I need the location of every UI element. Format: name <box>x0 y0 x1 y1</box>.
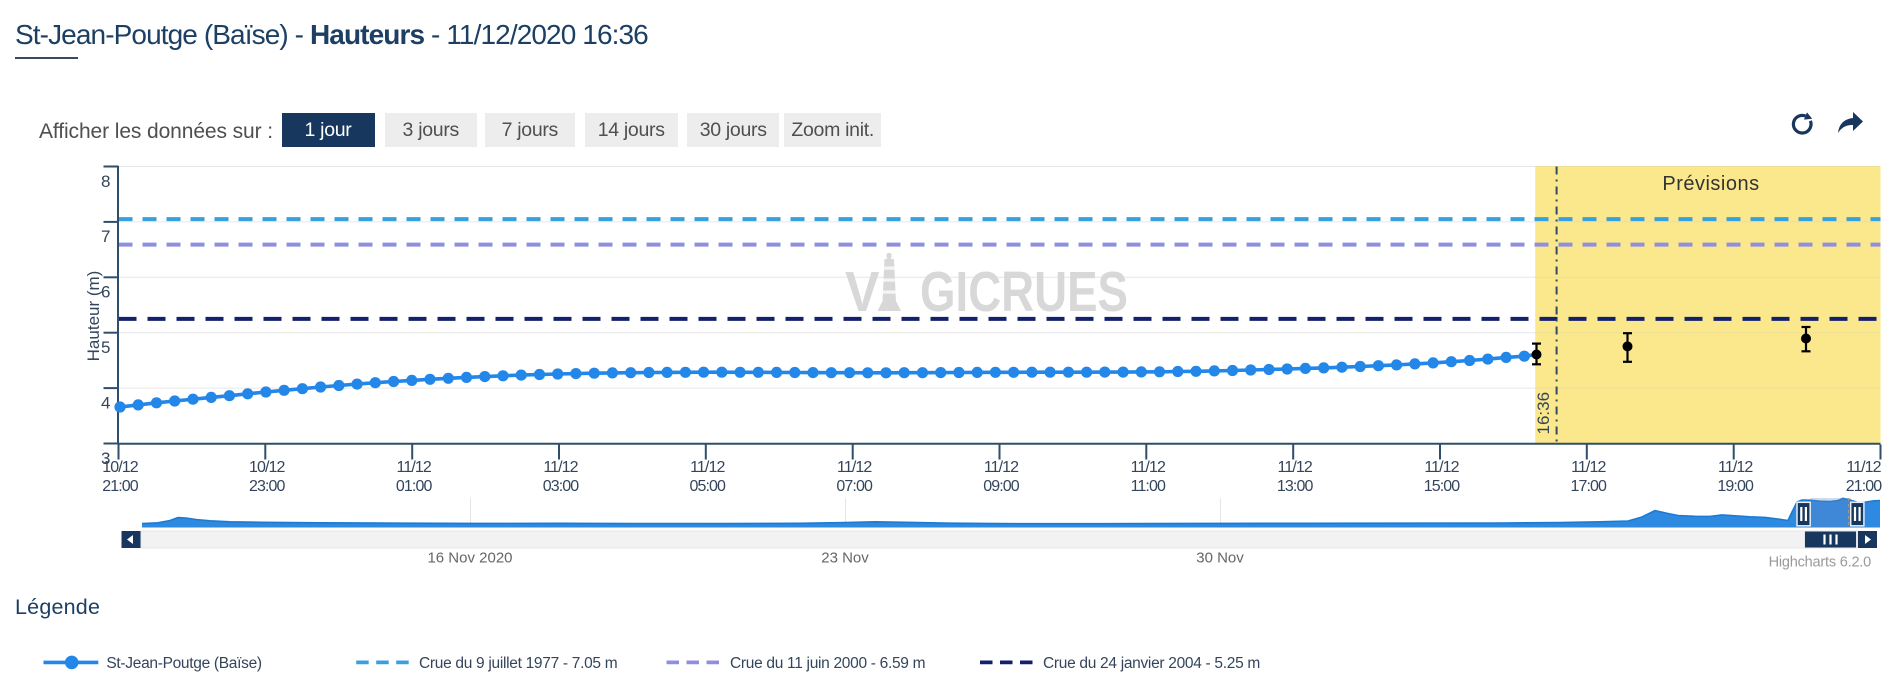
svg-text:17:00: 17:00 <box>1571 478 1608 495</box>
svg-text:09:00: 09:00 <box>983 478 1020 495</box>
svg-text:21:00: 21:00 <box>1846 478 1883 495</box>
svg-text:3: 3 <box>101 449 110 468</box>
svg-text:Highcharts 6.2.0: Highcharts 6.2.0 <box>1769 555 1872 571</box>
svg-text:01:00: 01:00 <box>396 478 433 495</box>
svg-text:30 Nov: 30 Nov <box>1196 550 1244 567</box>
svg-text:11:00: 11:00 <box>1131 478 1166 495</box>
svg-text:11/12: 11/12 <box>690 459 725 476</box>
svg-text:GICRUES: GICRUES <box>920 260 1128 324</box>
svg-text:05:00: 05:00 <box>690 478 727 495</box>
svg-text:10/12: 10/12 <box>102 459 139 476</box>
svg-text:11/12: 11/12 <box>1424 459 1459 476</box>
svg-text:5: 5 <box>101 338 110 357</box>
svg-text:07:00: 07:00 <box>836 478 873 495</box>
svg-text:19:00: 19:00 <box>1717 478 1754 495</box>
svg-text:7: 7 <box>101 227 110 246</box>
svg-text:St-Jean-Poutge (Baïse): St-Jean-Poutge (Baïse) <box>106 655 262 672</box>
svg-text:23:00: 23:00 <box>249 478 286 495</box>
svg-text:03:00: 03:00 <box>543 478 580 495</box>
svg-text:11/12: 11/12 <box>1718 459 1753 476</box>
svg-text:Prévisions: Prévisions <box>1662 173 1759 195</box>
svg-text:Crue du 9 juillet 1977 - 7.05: Crue du 9 juillet 1977 - 7.05 m <box>419 655 617 672</box>
svg-text:10/12: 10/12 <box>249 459 286 476</box>
svg-text:11/12: 11/12 <box>1278 459 1313 476</box>
svg-text:15:00: 15:00 <box>1424 478 1461 495</box>
svg-text:Hauteur (m): Hauteur (m) <box>84 271 103 362</box>
svg-text:6: 6 <box>101 283 110 302</box>
svg-text:11/12: 11/12 <box>1131 459 1166 476</box>
svg-text:4: 4 <box>101 393 110 412</box>
svg-text:Crue du 24 janvier 2004 - 5.25: Crue du 24 janvier 2004 - 5.25 m <box>1043 655 1260 672</box>
svg-text:23 Nov: 23 Nov <box>821 550 869 567</box>
svg-text:11/12: 11/12 <box>1846 459 1881 476</box>
svg-text:21:00: 21:00 <box>102 478 139 495</box>
svg-text:11/12: 11/12 <box>397 459 432 476</box>
svg-text:16:36: 16:36 <box>1534 392 1553 435</box>
svg-text:11/12: 11/12 <box>1571 459 1606 476</box>
svg-text:13:00: 13:00 <box>1277 478 1314 495</box>
svg-text:8: 8 <box>101 172 110 191</box>
svg-text:V: V <box>845 260 880 324</box>
svg-text:11/12: 11/12 <box>543 459 578 476</box>
svg-text:16 Nov 2020: 16 Nov 2020 <box>427 550 512 567</box>
svg-text:11/12: 11/12 <box>984 459 1019 476</box>
svg-text:11/12: 11/12 <box>837 459 872 476</box>
svg-text:Crue du 11 juin 2000 - 6.59 m: Crue du 11 juin 2000 - 6.59 m <box>730 655 925 672</box>
